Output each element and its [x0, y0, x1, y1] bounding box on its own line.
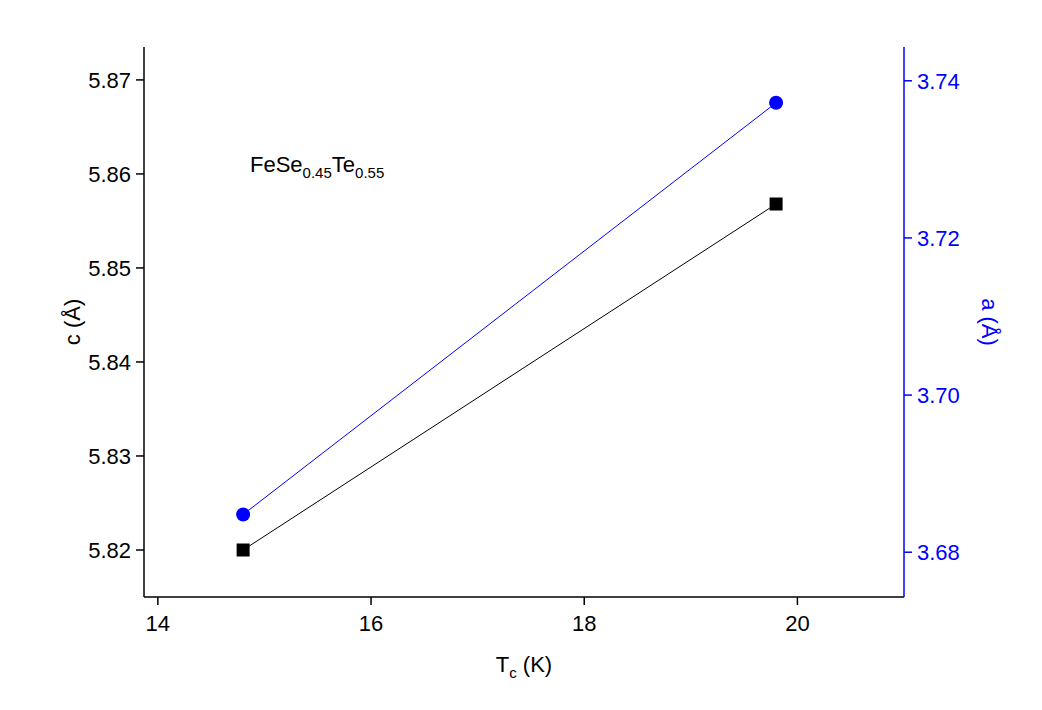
chart: 14 16 18 20 5.82 5.83 5.84 5.85 5.86 5.87 3.68 3.70… — [0, 0, 1042, 710]
y2-axis-label: a (Å) — [977, 298, 1002, 346]
x-tick — [370, 597, 372, 605]
series-line — [243, 204, 776, 550]
y-tick-label: 5.86 — [88, 162, 131, 187]
annotation-sub: 0.55 — [355, 164, 384, 181]
y2-tick — [904, 551, 912, 553]
y-tick — [136, 455, 144, 457]
series-line — [243, 103, 776, 515]
y-tick — [136, 361, 144, 363]
label-part: T — [496, 652, 509, 677]
y-tick — [136, 549, 144, 551]
y2-tick-label: 3.68 — [917, 540, 960, 565]
x-tick — [583, 597, 585, 605]
annotation-part: Te — [332, 152, 355, 177]
marker — [769, 96, 783, 110]
y2-tick-label: 3.70 — [917, 383, 960, 408]
x-tick — [157, 597, 159, 605]
plot-area — [236, 96, 783, 557]
y-tick-label: 5.85 — [88, 256, 131, 281]
chart-root: 14 16 18 20 5.82 5.83 5.84 5.85 5.86 5.87 3.68 3.70… — [0, 0, 1042, 710]
y2-tick — [904, 80, 912, 82]
marker — [237, 543, 250, 556]
x-axis-line — [144, 596, 904, 598]
x-tick-label: 14 — [146, 611, 170, 636]
marker — [236, 508, 250, 522]
x-tick-label: 20 — [785, 611, 809, 636]
y-tick — [136, 173, 144, 175]
annotation-sub: 0.45 — [303, 164, 332, 181]
y-tick-label: 5.87 — [88, 68, 131, 93]
y2-axis-line — [903, 47, 905, 597]
x-axis-label: Tc (K) — [496, 652, 552, 681]
y2-tick — [904, 394, 912, 396]
marker — [770, 198, 783, 211]
x-tick-label: 16 — [359, 611, 383, 636]
y-tick-label: 5.84 — [88, 350, 131, 375]
y-tick — [136, 79, 144, 81]
annotation-part: FeSe — [250, 152, 303, 177]
y2-tick-label: 3.72 — [917, 226, 960, 251]
y-tick-label: 5.83 — [88, 444, 131, 469]
y-tick — [136, 267, 144, 269]
y-tick-label: 5.82 — [88, 538, 131, 563]
y2-tick — [904, 237, 912, 239]
annotation: FeSe0.45Te0.55 — [250, 152, 384, 181]
x-tick — [797, 597, 799, 605]
y2-tick-label: 3.74 — [917, 69, 960, 94]
x-tick-label: 18 — [572, 611, 596, 636]
y-axis-line — [143, 47, 145, 597]
label-part: (K) — [517, 652, 552, 677]
y-axis-label: c (Å) — [60, 299, 85, 345]
